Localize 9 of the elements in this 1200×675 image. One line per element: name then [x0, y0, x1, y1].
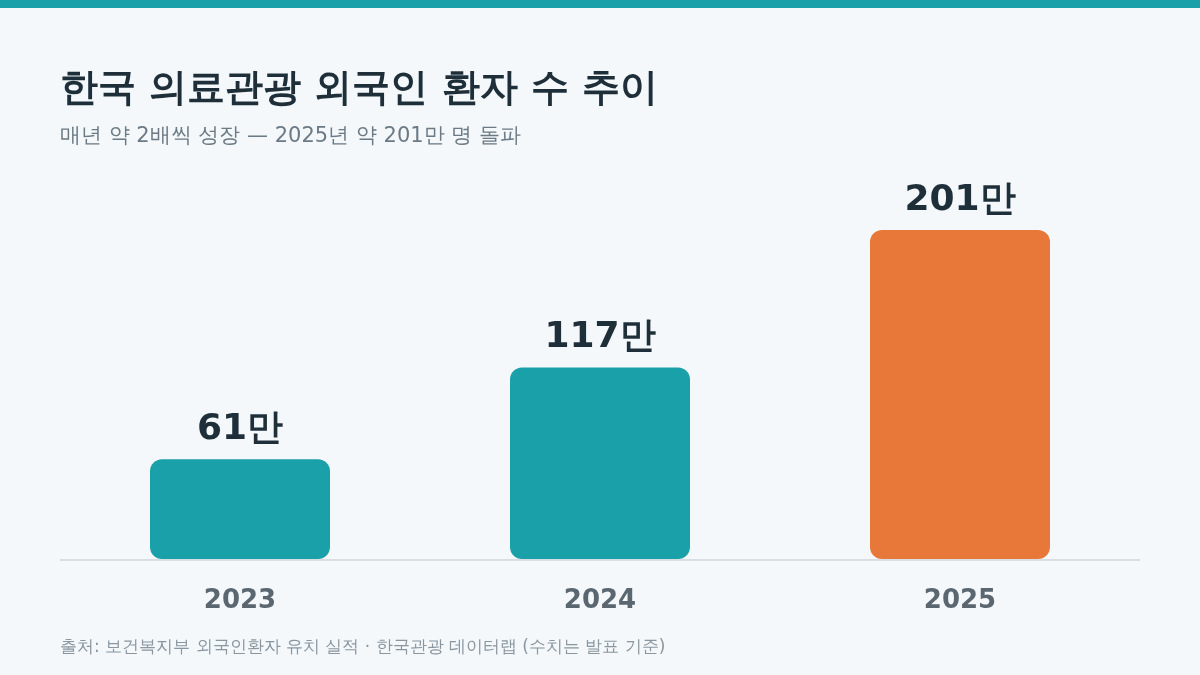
x-tick-label: 2023 — [203, 584, 277, 614]
source-note: 출처: 보건복지부 외국인환자 유치 실적 · 한국관광 데이터랩 (수치는 발표 기준) — [60, 636, 666, 656]
chart-subtitle: 매년 약 2배씩 성장 — 2025년 약 201만 명 돌파 — [60, 123, 521, 147]
data-label: 61만 — [196, 406, 284, 448]
data-label: 117만 — [544, 314, 656, 356]
chart-title: 한국 의료관광 외국인 환자 수 추이 — [60, 65, 659, 109]
x-tick-label: 2024 — [563, 584, 637, 614]
x-tick-label: 2025 — [923, 584, 997, 614]
data-label: 201만 — [904, 177, 1016, 218]
